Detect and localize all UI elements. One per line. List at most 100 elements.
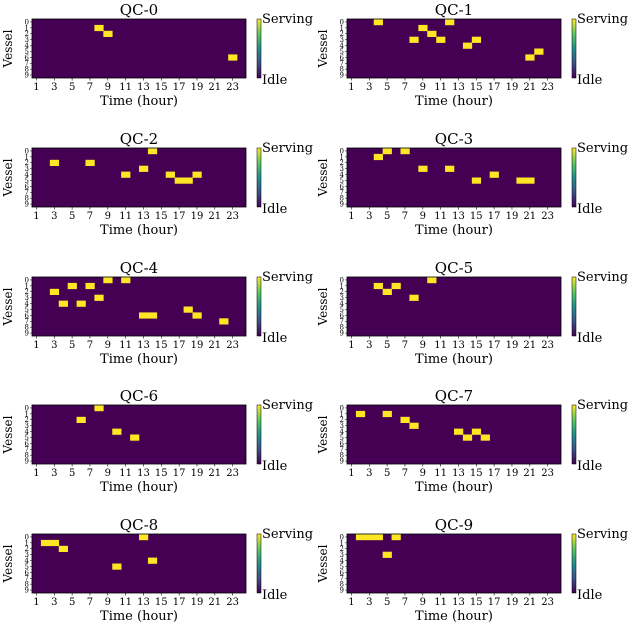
serving-cell bbox=[112, 428, 122, 435]
serving-cell bbox=[174, 177, 184, 184]
panel-title: QC-6 bbox=[120, 387, 158, 405]
panel-title: QC-2 bbox=[120, 130, 158, 148]
x-tick-label: 7 bbox=[87, 211, 93, 222]
serving-cell bbox=[183, 177, 193, 184]
x-tick-label: 9 bbox=[105, 82, 111, 93]
x-tick-label: 5 bbox=[69, 82, 75, 93]
y-tick-label: 0 bbox=[340, 404, 344, 412]
y-tick-label: 9 bbox=[340, 71, 344, 79]
x-tick-label: 15 bbox=[470, 468, 483, 479]
colorbar-label-idle: Idle bbox=[262, 73, 288, 88]
x-tick-label: 9 bbox=[420, 82, 426, 93]
x-axis-label: Time (hour) bbox=[415, 609, 493, 624]
x-tick-label: 23 bbox=[541, 82, 554, 93]
serving-cell bbox=[382, 410, 392, 418]
y-tick-label: 8 bbox=[340, 66, 344, 74]
serving-cell bbox=[400, 148, 410, 155]
x-tick-label: 5 bbox=[384, 597, 390, 608]
serving-cell bbox=[525, 54, 535, 61]
x-tick-label: 7 bbox=[402, 340, 408, 351]
x-tick-label: 1 bbox=[33, 340, 39, 351]
serving-cell bbox=[534, 48, 544, 55]
y-tick-label: 4 bbox=[25, 428, 30, 436]
panel-title: QC-7 bbox=[435, 387, 473, 405]
x-tick-label: 5 bbox=[69, 597, 75, 608]
plot-frame bbox=[346, 276, 562, 337]
y-tick-label: 0 bbox=[340, 533, 344, 541]
x-tick-label: 11 bbox=[434, 211, 447, 222]
x-tick-label: 7 bbox=[402, 82, 408, 93]
colorbar-label-serving: Serving bbox=[262, 141, 313, 156]
x-tick-label: 15 bbox=[470, 82, 483, 93]
y-tick-label: 1 bbox=[340, 539, 344, 547]
y-tick-label: 3 bbox=[340, 294, 344, 302]
colorbar bbox=[256, 147, 262, 208]
plot-frame bbox=[346, 404, 562, 465]
serving-cell bbox=[462, 434, 473, 441]
y-tick-label: 5 bbox=[25, 306, 29, 314]
x-tick-label: 13 bbox=[452, 211, 465, 222]
y-tick-label: 1 bbox=[25, 410, 29, 418]
serving-cell bbox=[516, 177, 526, 184]
serving-cell bbox=[382, 288, 392, 295]
colorbar bbox=[256, 18, 262, 79]
x-tick-label: 9 bbox=[420, 211, 426, 222]
colorbar bbox=[571, 276, 577, 337]
x-axis-label: Time (hour) bbox=[415, 223, 493, 238]
x-tick-label: 23 bbox=[541, 597, 554, 608]
serving-cell bbox=[165, 171, 175, 178]
x-tick-label: 21 bbox=[523, 211, 536, 222]
plot-frame bbox=[346, 18, 562, 79]
serving-cell bbox=[445, 165, 455, 172]
x-axis-label: Time (hour) bbox=[415, 352, 493, 367]
x-tick-label: 7 bbox=[87, 468, 93, 479]
y-tick-label: 8 bbox=[340, 581, 344, 589]
y-tick-label: 2 bbox=[340, 545, 344, 553]
x-tick-label: 3 bbox=[366, 82, 372, 93]
y-tick-label: 9 bbox=[340, 200, 344, 208]
y-tick-label: 9 bbox=[340, 329, 344, 337]
x-axis-label: Time (hour) bbox=[100, 480, 178, 495]
y-tick-label: 7 bbox=[25, 189, 29, 197]
x-tick-label: 3 bbox=[366, 211, 372, 222]
x-tick-label: 7 bbox=[402, 211, 408, 222]
y-tick-label: 9 bbox=[340, 586, 344, 594]
y-tick-label: 3 bbox=[340, 36, 344, 44]
y-tick-label: 4 bbox=[340, 300, 345, 308]
x-tick-label: 13 bbox=[452, 597, 465, 608]
serving-cell bbox=[228, 54, 238, 61]
y-tick-label: 9 bbox=[25, 586, 29, 594]
y-tick-label: 1 bbox=[25, 153, 29, 161]
x-tick-label: 3 bbox=[51, 82, 57, 93]
serving-cell bbox=[373, 534, 383, 541]
x-tick-label: 5 bbox=[69, 468, 75, 479]
serving-cell bbox=[418, 165, 428, 172]
x-tick-label: 5 bbox=[384, 211, 390, 222]
serving-cell bbox=[139, 534, 149, 541]
x-tick-label: 13 bbox=[452, 82, 465, 93]
y-tick-label: 1 bbox=[340, 282, 344, 290]
heatmap-background bbox=[32, 19, 246, 78]
x-axis-label: Time (hour) bbox=[100, 94, 178, 109]
plot-frame bbox=[346, 533, 562, 594]
serving-cell bbox=[192, 312, 202, 319]
x-tick-label: 21 bbox=[523, 597, 536, 608]
serving-cell bbox=[400, 416, 410, 423]
colorbar-label-serving: Serving bbox=[577, 270, 628, 285]
x-tick-label: 11 bbox=[119, 468, 132, 479]
serving-cell bbox=[94, 294, 104, 301]
y-tick-label: 9 bbox=[25, 71, 29, 79]
y-axis-label: Vessel bbox=[1, 29, 15, 68]
panel-title: QC-0 bbox=[120, 1, 158, 19]
x-tick-label: 11 bbox=[434, 82, 447, 93]
x-tick-label: 17 bbox=[173, 597, 186, 608]
x-tick-label: 7 bbox=[402, 597, 408, 608]
plot-frame bbox=[31, 18, 247, 79]
y-tick-label: 4 bbox=[25, 171, 30, 179]
serving-cell bbox=[121, 277, 131, 284]
colorbar bbox=[571, 404, 577, 465]
y-tick-label: 3 bbox=[340, 551, 344, 559]
